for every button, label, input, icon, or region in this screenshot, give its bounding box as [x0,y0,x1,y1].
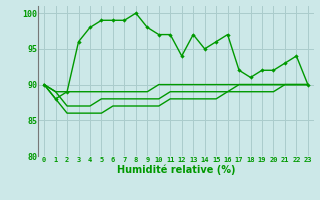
X-axis label: Humidité relative (%): Humidité relative (%) [117,165,235,175]
